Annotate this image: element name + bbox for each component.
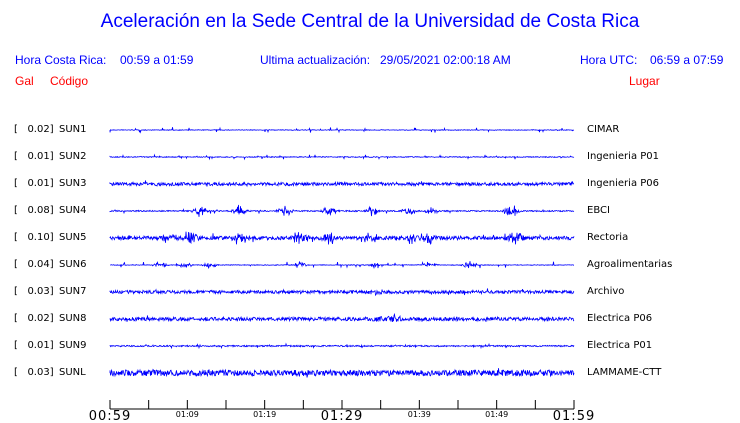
station-place: LAMMAME-CTT [587,367,662,378]
trace-sun5 [109,231,575,245]
axis-major-label: 01:29 [320,409,364,423]
local-time-range: 00:59 a 01:59 [120,53,194,67]
station-gal: [ 0.01] [14,178,54,189]
update-label: Ultima actualización: [260,53,371,67]
trace-sun8 [109,312,575,323]
station-gal: [ 0.01] [14,151,54,162]
station-gal: [ 0.02] [14,124,54,135]
station-code: SUN3 [59,178,87,189]
station-place: Ingenieria P06 [587,178,660,189]
station-gal: [ 0.10] [14,232,54,243]
station-place: Ingenieria P01 [587,151,660,162]
station-code: SUN1 [59,124,87,135]
trace-sunl [109,368,575,378]
trace-sun9 [109,342,575,350]
axis-minor-label: 01:09 [175,410,199,419]
axis-minor-label: 01:39 [407,410,431,419]
trace-sun2 [109,153,575,161]
trace-sun6 [110,260,574,269]
axis-minor-label: 01:49 [485,410,509,419]
utc-time-label: Hora UTC: [580,53,638,67]
gal-column-header: Gal [15,74,34,88]
code-column-header: Código [50,74,89,88]
station-code: SUN2 [59,151,87,162]
station-place: EBCI [587,205,610,216]
station-place: Rectoria [587,232,629,243]
station-code: SUN4 [59,205,87,216]
station-code: SUN6 [59,259,87,270]
station-gal: [ 0.03] [14,286,54,297]
station-place: Electrica P01 [587,340,653,351]
station-gal: [ 0.08] [14,205,54,216]
trace-sun1 [109,126,575,134]
station-place: Agroalimentarias [587,259,673,270]
trace-sun7 [109,288,575,297]
axis-major-label: 00:59 [88,409,132,423]
trace-sun4 [109,204,575,217]
station-code: SUN5 [59,232,87,243]
axis-major-label: 01:59 [552,409,596,423]
station-code: SUN8 [59,313,87,324]
station-gal: [ 0.02] [14,313,54,324]
station-gal: [ 0.04] [14,259,54,270]
place-column-header: Lugar [629,74,660,88]
page-title: Aceleración en la Sede Central de la Uni… [100,11,640,32]
station-code: SUN7 [59,286,87,297]
station-place: CIMAR [587,124,620,135]
station-gal: [ 0.03] [14,367,54,378]
utc-time-range: 06:59 a 07:59 [650,53,724,67]
station-code: SUNL [59,367,86,378]
update-value: 29/05/2021 02:00:18 AM [380,53,511,67]
station-place: Archivo [587,286,625,297]
station-code: SUN9 [59,340,87,351]
axis-minor-label: 01:19 [253,410,277,419]
station-place: Electrica P06 [587,313,653,324]
local-time-label: Hora Costa Rica: [15,53,107,67]
station-gal: [ 0.01] [14,340,54,351]
trace-sun3 [109,180,575,188]
